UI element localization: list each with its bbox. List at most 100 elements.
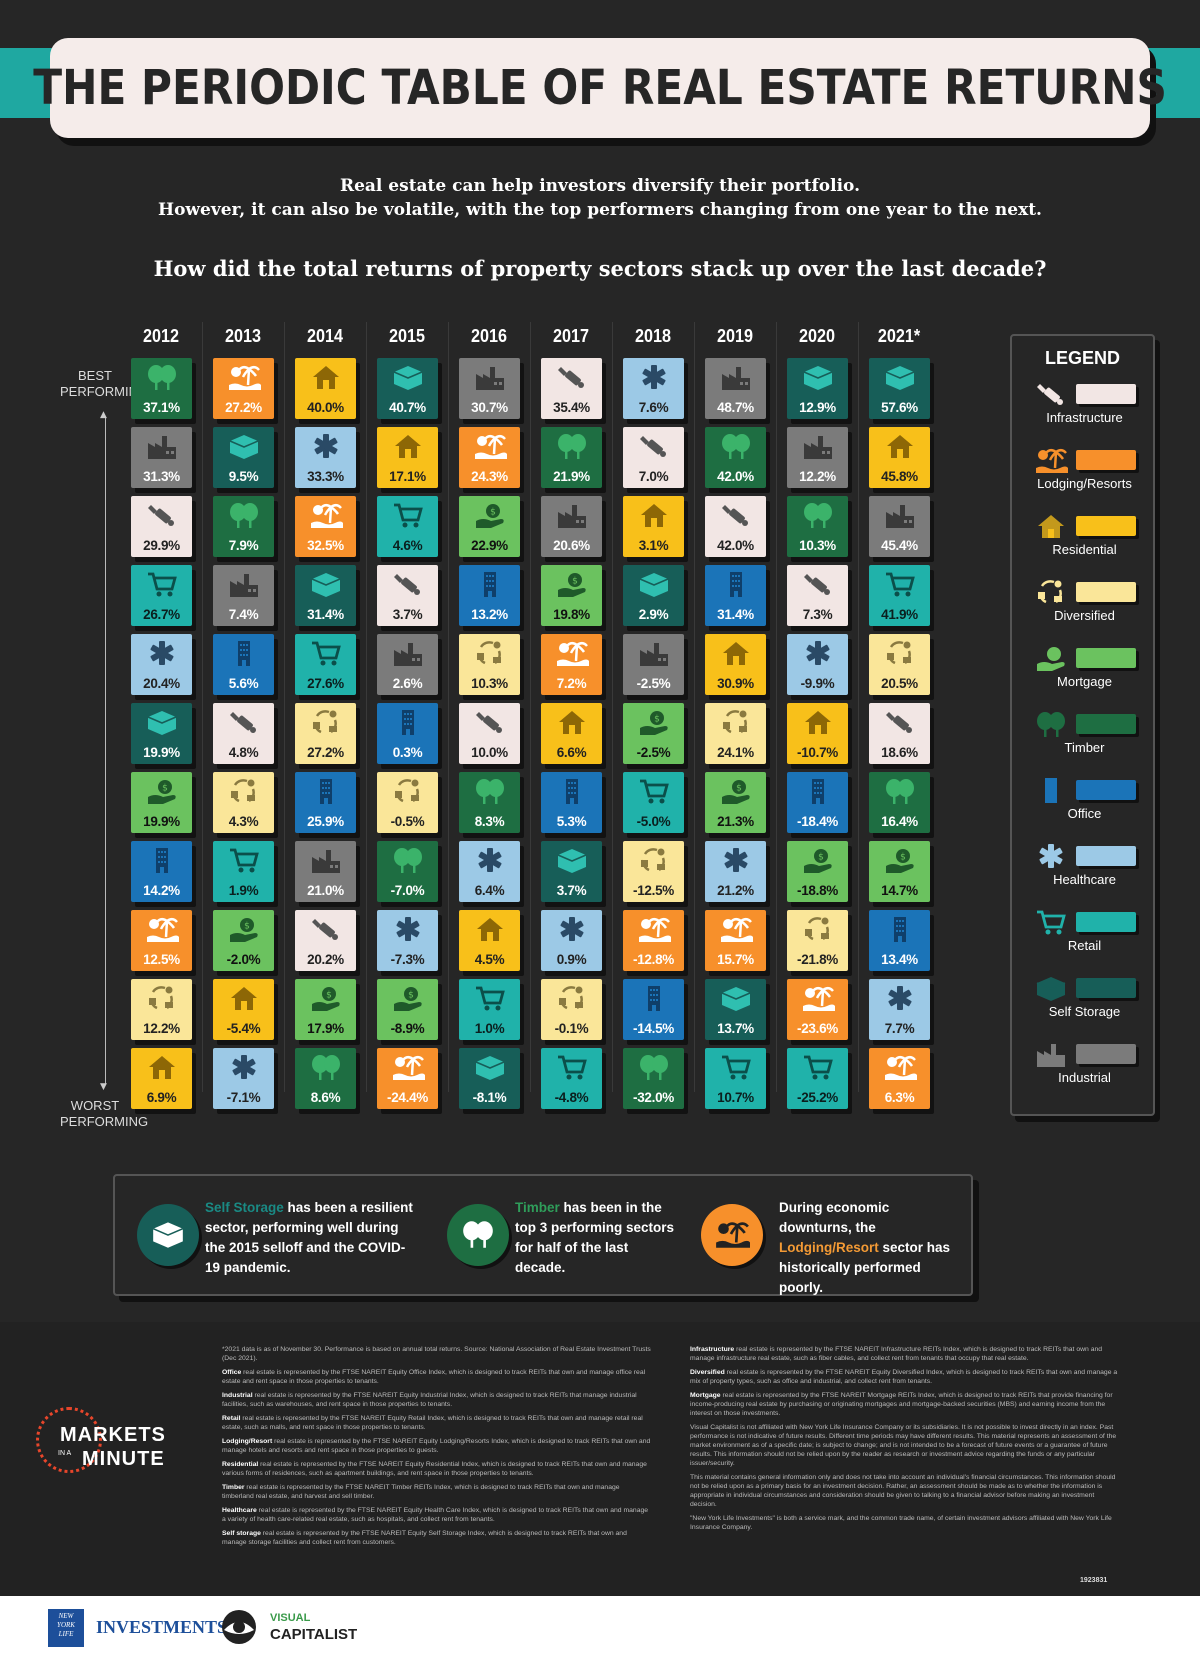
return-value: 6.4%: [474, 883, 505, 898]
return-tile: 21.2%: [705, 841, 766, 902]
return-value: 4.5%: [474, 952, 505, 967]
recycle-shapes-icon: [1038, 580, 1062, 604]
storage-box-icon: [147, 711, 177, 735]
return-tile: 4.5%: [459, 910, 520, 971]
return-tile: 27.6%: [295, 634, 356, 695]
recycle-shapes-icon: [805, 917, 829, 941]
visual-capitalist-logo-icon: [222, 1610, 256, 1644]
return-value: -8.9%: [390, 1021, 425, 1036]
palm-tree-icon: [229, 366, 261, 390]
legend-label: Infrastructure: [1046, 410, 1123, 425]
shopping-cart-icon: [722, 1055, 751, 1080]
return-value: 17.9%: [307, 1021, 344, 1036]
return-tile: 8.3%: [459, 772, 520, 833]
return-value: 21.9%: [553, 469, 590, 484]
return-value: -12.5%: [633, 883, 674, 898]
return-value: 21.2%: [717, 883, 754, 898]
trees-icon: [558, 434, 586, 459]
legend-swatch: [1076, 648, 1136, 668]
svg-text:$: $: [572, 577, 578, 587]
column-divider: [448, 322, 449, 1092]
medical-star-icon: [232, 1055, 256, 1079]
legend-label: Healthcare: [1053, 872, 1116, 887]
return-tile: 1.9%: [213, 841, 274, 902]
factory-icon: [230, 574, 258, 597]
trees-icon: [230, 503, 258, 528]
wrench-icon: [558, 367, 584, 388]
recycle-shapes-icon: [395, 779, 419, 803]
footnote: Visual Capitalist is not affiliated with…: [690, 1424, 1117, 1467]
money-bag-hand-icon: $: [886, 849, 914, 873]
return-tile: 5.6%: [213, 634, 274, 695]
return-value: 31.3%: [143, 469, 180, 484]
return-tile: 20.4%: [131, 634, 192, 695]
return-value: -7.1%: [226, 1090, 261, 1105]
svg-text:$: $: [162, 784, 168, 794]
footnote: Retail real estate is represented by the…: [222, 1415, 643, 1431]
return-value: 7.3%: [802, 607, 833, 622]
return-tile: 14.2%: [131, 841, 192, 902]
markets-logo-in-a: IN A: [58, 1450, 72, 1457]
palm-tree-icon: [475, 435, 507, 459]
return-tile: 31.4%: [295, 565, 356, 626]
return-value: 4.8%: [228, 745, 259, 760]
return-value: 7.4%: [228, 607, 259, 622]
return-value: 1.9%: [228, 883, 259, 898]
office-building-icon: [402, 710, 414, 735]
footnote: *2021 data is as of November 30. Perform…: [222, 1346, 651, 1362]
return-tile: 42.0%: [705, 496, 766, 557]
return-value: -14.5%: [633, 1021, 674, 1036]
return-value: -9.9%: [800, 676, 835, 691]
money-bag-hand-icon: $: [312, 987, 340, 1011]
return-tile: 12.9%: [787, 358, 848, 419]
storage-box-icon: [1036, 977, 1066, 1001]
return-tile: $19.8%: [541, 565, 602, 626]
office-building-icon: [238, 641, 250, 666]
year-label: 2012: [142, 326, 180, 346]
return-tile: -7.0%: [377, 841, 438, 902]
column-divider: [530, 322, 531, 1092]
recycle-shapes-icon: [887, 641, 911, 665]
factory-icon: [558, 505, 586, 528]
return-value: 13.7%: [717, 1021, 754, 1036]
return-value: -0.5%: [390, 814, 425, 829]
return-value: 4.3%: [228, 814, 259, 829]
return-tile: 7.0%: [623, 427, 684, 488]
return-tile: 3.7%: [377, 565, 438, 626]
return-value: 24.3%: [471, 469, 508, 484]
return-value: 2.9%: [638, 607, 669, 622]
shopping-cart-icon: [230, 848, 259, 873]
wrench-icon: [230, 712, 256, 733]
return-tile: 45.8%: [869, 427, 930, 488]
return-tile: -7.1%: [213, 1048, 274, 1109]
return-value: 19.9%: [143, 814, 180, 829]
return-value: 42.0%: [717, 538, 754, 553]
return-value: -5.0%: [636, 814, 671, 829]
return-value: -24.4%: [387, 1090, 428, 1105]
return-tile: 6.3%: [869, 1048, 930, 1109]
wrench-icon: [476, 712, 502, 733]
return-tile: -4.8%: [541, 1048, 602, 1109]
return-tile: 35.4%: [541, 358, 602, 419]
return-tile: 21.0%: [295, 841, 356, 902]
return-tile: 13.7%: [705, 979, 766, 1040]
return-value: -18.4%: [797, 814, 838, 829]
shopping-cart-icon: [640, 779, 669, 804]
return-tile: 21.9%: [541, 427, 602, 488]
footnotes-right: Infrastructure real estate is represente…: [690, 1345, 1120, 1537]
trees-icon: [148, 365, 176, 390]
wrench-icon: [312, 919, 338, 940]
factory-icon: [312, 850, 340, 873]
legend-item: Industrial: [1012, 1040, 1157, 1106]
markets-in-a-minute-logo-ring: [36, 1407, 102, 1473]
return-tile: 17.1%: [377, 427, 438, 488]
return-tile: 40.7%: [377, 358, 438, 419]
column-divider: [694, 322, 695, 1092]
return-value: 6.9%: [146, 1090, 177, 1105]
house-icon: [723, 642, 749, 665]
footnote: Lodging/Resort real estate is represente…: [222, 1438, 651, 1454]
return-tile: 20.6%: [541, 496, 602, 557]
return-tile: -8.1%: [459, 1048, 520, 1109]
return-value: 31.4%: [717, 607, 754, 622]
return-tile: $17.9%: [295, 979, 356, 1040]
